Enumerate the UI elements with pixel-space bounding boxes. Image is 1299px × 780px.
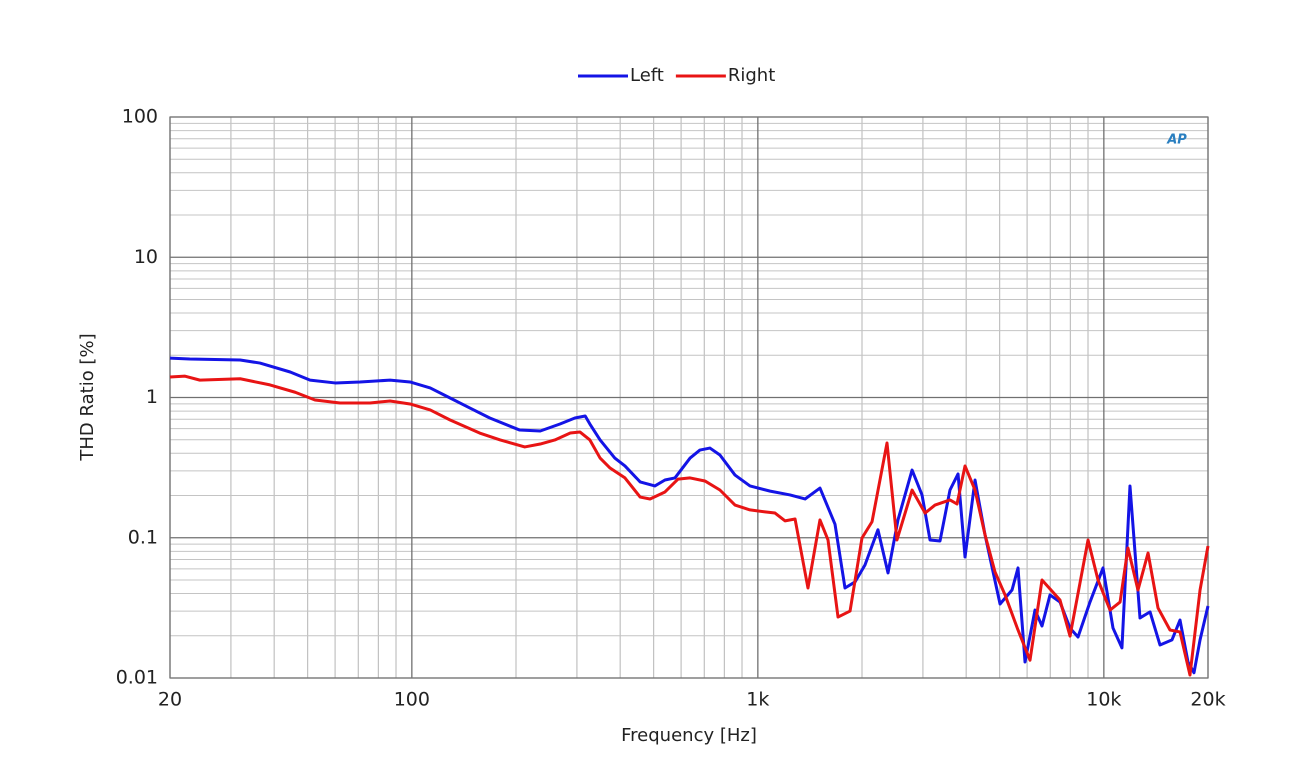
legend-label: Left [630, 65, 664, 86]
legend: Left Right [578, 65, 775, 86]
y-tick-label: 0.01 [116, 667, 158, 689]
x-tick-label: 100 [394, 689, 430, 711]
y-tick-label: 10 [134, 246, 158, 268]
data-line [169, 374, 1210, 677]
y-tick-label: 100 [122, 106, 158, 128]
data-line [169, 356, 1210, 675]
grid [169, 116, 1209, 679]
x-tick-label: 1k [746, 689, 769, 711]
x-tick-label: 20k [1190, 689, 1225, 711]
legend-label: Right [728, 65, 775, 86]
x-tick-label: 10k [1086, 689, 1121, 711]
plot-frame [169, 116, 1209, 679]
x-tick-label: 20 [158, 689, 182, 711]
y-tick-label: 0.1 [128, 526, 158, 548]
y-axis-label: THD Ratio [%] [77, 333, 98, 461]
logo: AP [1166, 133, 1187, 148]
x-axis-label: Frequency [Hz] [621, 725, 757, 746]
y-tick-label: 1 [146, 386, 158, 408]
